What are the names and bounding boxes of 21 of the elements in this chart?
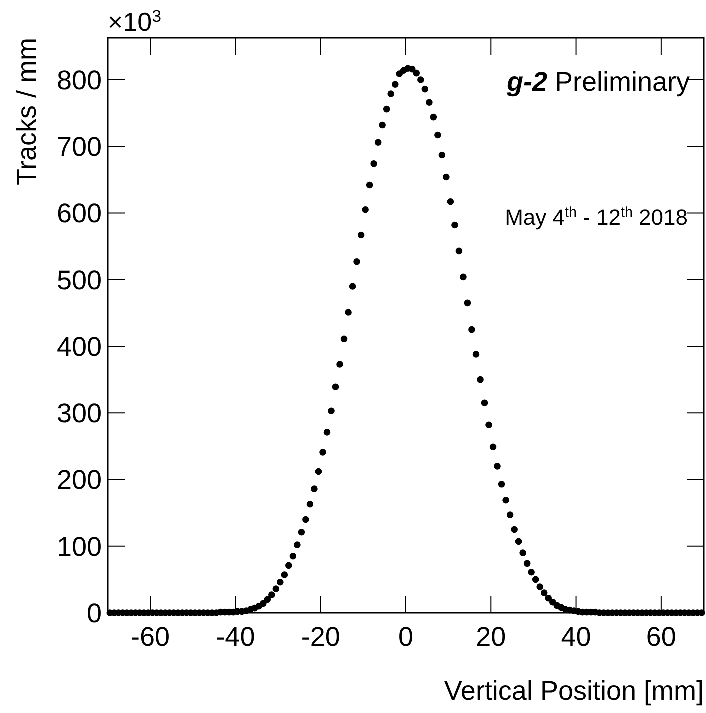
y-tick-label: 700 [56, 132, 102, 162]
y-axis-title: Tracks / mm [12, 38, 42, 186]
x-axis-title: Vertical Position [mm] [444, 676, 704, 706]
x-tick-label: -20 [301, 622, 340, 652]
y-tick-label: 600 [56, 198, 102, 229]
y-tick-label: 500 [56, 265, 102, 296]
x-tick-label: 0 [398, 622, 414, 652]
y-tick-label: 400 [56, 332, 102, 362]
y-tick-label: 100 [56, 532, 102, 562]
y-tick-label: 200 [56, 465, 102, 496]
x-tick-label: -60 [131, 622, 170, 652]
x-tick-label: -40 [216, 622, 256, 652]
x-tick-label: 20 [476, 622, 506, 652]
text: ×10$^{3}$ [108, 6, 162, 37]
y-tick-label: 800 [56, 65, 102, 96]
x-tick-label: 40 [561, 622, 592, 652]
annotation: g-2 Preliminary [506, 67, 690, 97]
y-tick-label: 300 [56, 398, 102, 429]
annotation: May 4$^{th}$ - 12$^{th}$ 2018 [505, 205, 688, 230]
x-tick-label: 60 [646, 622, 676, 652]
y-tick-label: 0 [86, 598, 102, 628]
